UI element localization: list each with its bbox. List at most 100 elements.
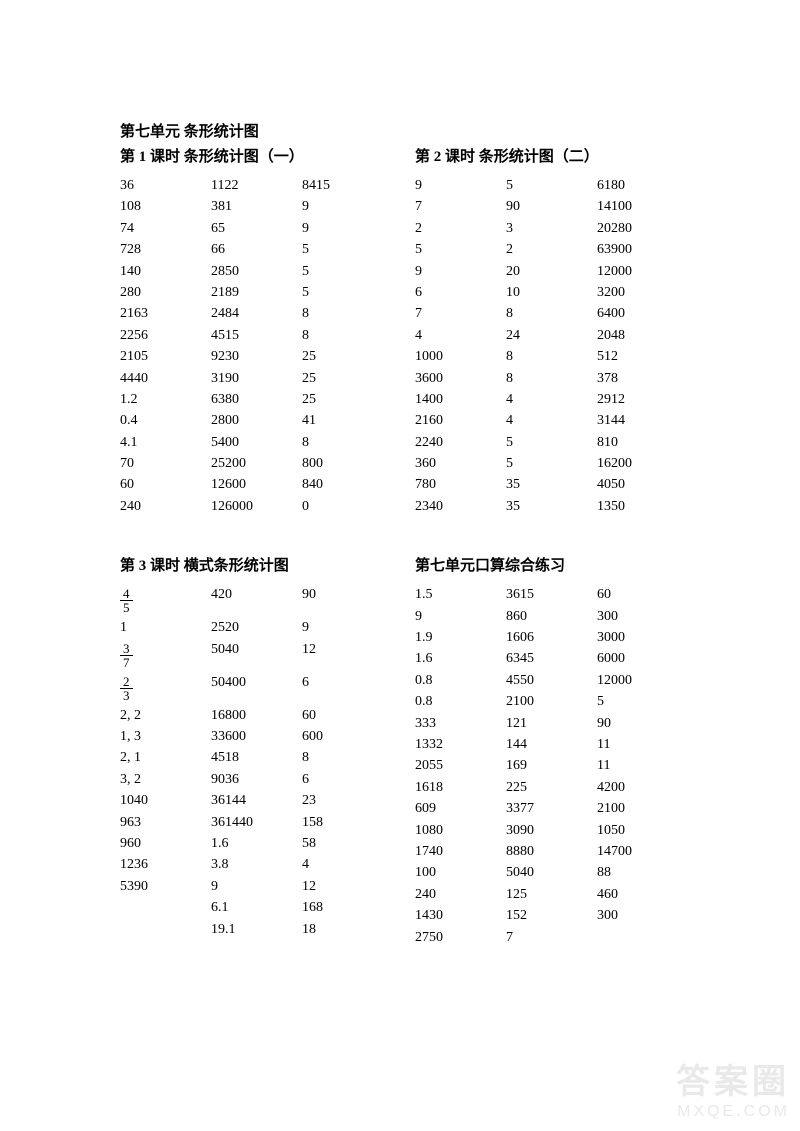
data-cell: 45 [120,587,203,614]
data-cell: 2 [506,242,589,257]
data-cell: 50400 [211,675,294,702]
data-cell: 3090 [506,823,589,838]
data-cell: 381 [211,199,294,214]
data-cell: 9 [415,178,498,193]
data-cell: 9 [211,879,294,894]
data-cell: 18 [302,922,385,937]
data-cell: 7 [415,306,498,321]
data-cell: 9 [415,609,498,624]
data-cell: 108 [120,199,203,214]
data-cell: 6 [302,772,385,787]
data-cell: 12 [302,879,385,894]
data-cell: 2750 [415,930,498,945]
data-cell: 840 [302,477,385,492]
data-cell: 5040 [506,865,589,880]
data-cell: 60 [302,708,385,723]
data-cell: 169 [506,758,589,773]
data-cell: 2850 [211,264,294,279]
watermark-main: 答案圈 [676,1054,790,1103]
data-cell: 36 [120,178,203,193]
data-cell: 2105 [120,349,203,364]
data-cell: 5 [597,694,680,709]
data-cell: 361440 [211,815,294,830]
data-cell: 126000 [211,499,294,514]
data-cell: 6 [302,675,385,702]
data-cell: 800 [302,456,385,471]
data-cell: 100 [415,865,498,880]
lesson-2-table: 9561807901410023202805263900920120006103… [415,178,680,514]
data-cell: 0.8 [415,694,498,709]
data-cell: 58 [302,836,385,851]
data-cell: 2160 [415,413,498,428]
data-cell: 1.6 [415,651,498,666]
data-cell: 25 [302,392,385,407]
data-cell: 90 [506,199,589,214]
data-cell: 23 [120,675,203,702]
data-cell: 66 [211,242,294,257]
data-cell: 2100 [506,694,589,709]
data-cell: 1350 [597,499,680,514]
data-cell: 9036 [211,772,294,787]
data-cell: 4 [506,413,589,428]
fraction: 45 [120,587,133,614]
data-cell: 512 [597,349,680,364]
data-cell: 280 [120,285,203,300]
data-cell: 810 [597,435,680,450]
lesson-2-title: 第 2 课时 条形统计图（二） [415,145,680,166]
data-cell: 1040 [120,793,203,808]
data-cell: 25200 [211,456,294,471]
data-cell: 728 [120,242,203,257]
data-cell: 8 [506,349,589,364]
data-cell: 378 [597,371,680,386]
data-cell: 1236 [120,857,203,872]
data-cell: 6.1 [211,900,294,915]
data-cell: 158 [302,815,385,830]
data-cell: 8 [506,371,589,386]
data-cell: 1.9 [415,630,498,645]
data-cell: 5 [302,264,385,279]
data-cell: 9 [302,221,385,236]
data-cell: 4 [415,328,498,343]
data-cell: 36144 [211,793,294,808]
data-cell: 2189 [211,285,294,300]
data-cell: 4 [302,857,385,872]
data-cell: 10 [506,285,589,300]
data-cell: 1618 [415,780,498,795]
data-cell: 20280 [597,221,680,236]
data-cell: 2256 [120,328,203,343]
data-cell: 1400 [415,392,498,407]
data-cell [302,943,385,957]
data-cell: 1.2 [120,392,203,407]
data-cell: 300 [597,908,680,923]
data-cell: 2484 [211,306,294,321]
data-cell: 3144 [597,413,680,428]
data-cell: 6345 [506,651,589,666]
row-2: 第 3 课时 横式条形统计图 4542090125209375040122350… [120,554,680,957]
data-cell: 609 [415,801,498,816]
lesson-3-title: 第 3 课时 横式条形统计图 [120,554,385,575]
data-cell: 6180 [597,178,680,193]
data-cell: 5 [415,242,498,257]
fraction: 23 [120,675,133,702]
data-cell: 2048 [597,328,680,343]
data-cell: 14700 [597,844,680,859]
data-cell: 90 [302,587,385,614]
data-cell: 4515 [211,328,294,343]
data-cell: 3200 [597,285,680,300]
data-cell: 4440 [120,371,203,386]
data-cell: 4050 [597,477,680,492]
data-cell: 63900 [597,242,680,257]
row-1: 第 1 课时 条形统计图（一） 361122841510838197465972… [120,145,680,514]
data-cell: 1 [120,620,203,635]
data-cell: 5 [506,178,589,193]
lesson-3-table: 454209012520937504012235040062, 21680060… [120,587,385,957]
data-cell: 5 [302,242,385,257]
lesson-4-title: 第七单元口算综合练习 [415,554,680,575]
data-cell: 2, 2 [120,708,203,723]
data-cell: 225 [506,780,589,795]
data-cell: 3000 [597,630,680,645]
data-cell: 780 [415,477,498,492]
data-cell: 2912 [597,392,680,407]
data-cell: 70 [120,456,203,471]
data-cell: 4550 [506,673,589,688]
